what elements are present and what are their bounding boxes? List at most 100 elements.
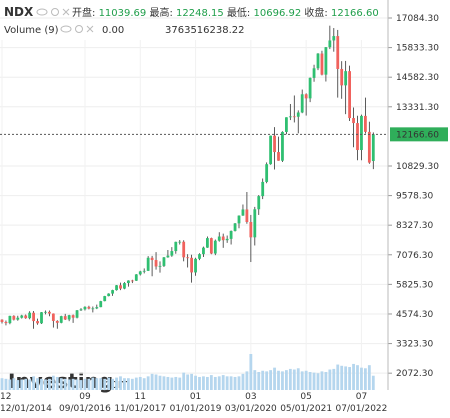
candle-body <box>4 321 8 324</box>
y-tick-label: 15833.30 <box>396 44 439 54</box>
volume-bar <box>281 371 284 390</box>
candle-body <box>95 307 99 309</box>
volume-bar <box>269 370 272 390</box>
candle-body <box>364 115 367 132</box>
candle-body <box>202 247 205 255</box>
candle-body <box>340 68 344 86</box>
candle-body <box>332 36 336 41</box>
y-tick-label: 14582.30 <box>396 73 439 83</box>
candle-body <box>119 285 122 289</box>
candle-body <box>237 215 241 224</box>
candle-body <box>150 257 154 261</box>
volume-bar <box>154 374 158 390</box>
volume-bar <box>186 374 190 390</box>
x-tick-label: 05/01/2021 <box>280 404 332 414</box>
volume-bar <box>336 364 340 390</box>
y-tick-label: 2072.30 <box>396 369 433 379</box>
y-tick-label: 4574.30 <box>396 310 433 320</box>
candle-body <box>48 311 51 314</box>
candle-body <box>316 53 320 69</box>
x-tick-label: 12/01/2014 <box>0 404 52 414</box>
candle-body <box>59 316 63 323</box>
candle-body <box>166 255 170 258</box>
volume-value: 0.00 <box>102 25 124 36</box>
price-tag-label: 12166.60 <box>396 130 439 140</box>
volume-bar <box>233 376 237 390</box>
volume-bar <box>142 378 146 390</box>
candle-body <box>154 260 158 267</box>
candle-body <box>0 319 4 322</box>
volume-bar <box>0 378 4 390</box>
x-tick-label: 12 <box>0 392 11 402</box>
volume-bar <box>265 371 269 390</box>
volume-bar <box>296 368 300 390</box>
y-tick-label: 17084.30 <box>396 14 439 24</box>
candle-body <box>142 270 146 272</box>
open-value: 11039.69 <box>99 8 147 19</box>
volume-bar <box>67 379 71 390</box>
volume-icons <box>60 25 94 33</box>
x-tick-label: 07/01/2022 <box>336 404 388 414</box>
candle-body <box>20 315 24 318</box>
volume-title: Volume (9) <box>4 25 59 36</box>
candle-body <box>217 236 221 241</box>
candle-body <box>304 94 308 99</box>
candle-body <box>12 315 16 320</box>
volume-bar <box>158 375 162 390</box>
candle-body <box>328 40 332 48</box>
candle-body <box>83 306 87 310</box>
volume-bar <box>95 378 99 390</box>
candle-body <box>288 116 292 118</box>
volume-bar <box>261 370 265 390</box>
candle-body <box>209 238 213 254</box>
volume-bar <box>103 378 107 390</box>
volume-bar <box>273 367 276 390</box>
candle-body <box>44 311 47 313</box>
volume-bar <box>146 376 150 390</box>
volume-bar <box>55 376 59 390</box>
volume-bar <box>277 370 280 390</box>
volume-bar <box>4 378 8 390</box>
candle-body <box>320 53 324 75</box>
volume-bar <box>107 377 111 390</box>
volume-bar <box>63 378 67 390</box>
candle-body <box>75 310 79 318</box>
candle-body <box>241 209 245 216</box>
volume-bar <box>316 373 320 390</box>
volume-bar <box>257 372 261 390</box>
volume-bar <box>16 380 20 390</box>
candle-body <box>324 47 328 75</box>
volume-bar <box>115 377 118 390</box>
volume-bar <box>371 375 375 390</box>
candle-body <box>103 296 107 302</box>
volume-bar <box>8 379 12 390</box>
volume-bar <box>308 372 312 390</box>
volume-bar <box>127 378 130 390</box>
volume-bar <box>209 375 213 390</box>
volume-bar <box>304 370 308 390</box>
eye-icon <box>36 8 48 16</box>
candle-body <box>134 274 138 281</box>
candle-body <box>249 221 253 238</box>
volume-bar <box>162 376 166 390</box>
volume-bar <box>348 367 351 390</box>
volume-bar <box>292 369 296 390</box>
volume-bar <box>24 378 28 390</box>
candle-body <box>138 271 142 275</box>
high-label: 最高: <box>149 6 172 19</box>
volume-bar <box>356 365 359 390</box>
candle-body <box>348 71 351 119</box>
candle-body <box>367 131 371 163</box>
volume-bar <box>229 376 233 390</box>
y-tick-label: 8327.30 <box>396 221 433 231</box>
volume-bar <box>119 376 122 390</box>
x-tick-label: 07 <box>356 392 367 402</box>
y-tick-label: 13331.30 <box>396 103 439 113</box>
price-tag <box>390 127 448 142</box>
x-tick-label: 09/01/2016 <box>59 404 111 414</box>
volume-bar <box>48 378 51 390</box>
x-tick-label: 01 <box>190 392 201 402</box>
x-tick-label: 11 <box>135 392 146 402</box>
candle-body <box>213 240 217 254</box>
